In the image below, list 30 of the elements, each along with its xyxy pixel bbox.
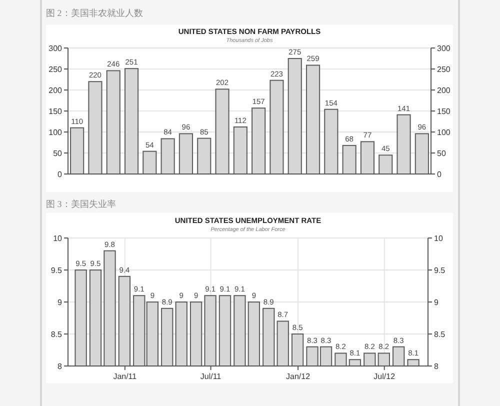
- y2-tick-label: 0: [437, 170, 442, 179]
- y2-tick-label: 300: [437, 44, 451, 53]
- y2-tick-label: 200: [437, 86, 451, 95]
- y-tick-label: 50: [53, 149, 63, 158]
- caption: 图 2：美国非农就业人数: [46, 8, 143, 18]
- y-tick-label: 8.5: [50, 330, 63, 339]
- y2-tick-label: 8.5: [434, 330, 446, 339]
- y-tick-label: 250: [48, 65, 63, 74]
- y-tick-label: 0: [58, 170, 63, 179]
- y2-tick-label: 9.5: [434, 266, 446, 275]
- y2-tick-label: 9: [434, 298, 439, 307]
- y-tick-label: 150: [48, 107, 63, 116]
- y2-tick-label: 100: [437, 128, 451, 137]
- y2-tick-label: 8: [434, 362, 439, 371]
- x-tick-label: Jan/11: [113, 372, 138, 381]
- y-tick-label: 9: [58, 298, 63, 307]
- caption: 图 3：美国失业率: [46, 199, 116, 209]
- y-tick-label: 10: [53, 234, 63, 243]
- y-tick-label: 9.5: [50, 266, 63, 275]
- y2-tick-label: 150: [437, 107, 451, 116]
- y-tick-label: 100: [48, 128, 63, 137]
- y-tick-label: 8: [58, 362, 63, 371]
- y2-tick-label: 50: [437, 149, 446, 158]
- x-tick-label: Jul/12: [374, 372, 396, 381]
- y2-tick-label: 10: [434, 234, 444, 243]
- y2-tick-label: 250: [437, 65, 451, 74]
- x-tick-label: Jul/11: [200, 372, 222, 381]
- y-tick-label: 300: [48, 44, 63, 53]
- y-tick-label: 200: [48, 86, 63, 95]
- x-tick-label: Jan/12: [286, 372, 311, 381]
